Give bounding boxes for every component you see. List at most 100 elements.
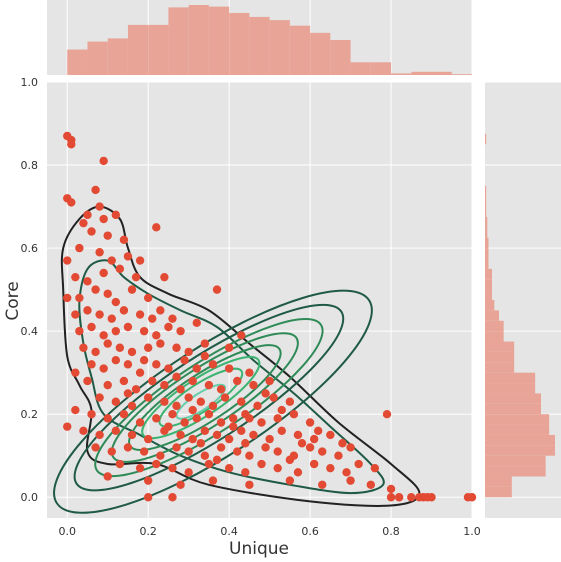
scatter-point	[111, 297, 121, 307]
scatter-point	[407, 493, 416, 502]
scatter-point	[83, 210, 92, 220]
right-hist-bar	[485, 414, 550, 425]
scatter-point	[99, 331, 108, 340]
scatter-point	[228, 422, 238, 431]
scatter-point	[107, 256, 116, 265]
x-tick-label: 0.4	[220, 525, 238, 538]
top-hist-bar	[370, 62, 392, 75]
scatter-point	[200, 426, 210, 435]
scatter-point	[326, 463, 335, 473]
scatter-point	[257, 418, 266, 427]
scatter-point	[467, 493, 477, 502]
y-tick-label: 1.0	[21, 76, 39, 89]
scatter-point	[200, 451, 210, 460]
scatter-point	[127, 401, 137, 411]
scatter-point	[172, 443, 181, 452]
x-tick-label: 0.8	[382, 525, 400, 538]
scatter-point	[188, 376, 197, 386]
scatter-point	[188, 405, 197, 415]
scatter-point	[237, 426, 246, 435]
scatter-point	[135, 310, 145, 319]
scatter-point	[103, 472, 112, 481]
scatter-point	[143, 393, 153, 402]
scatter-point	[123, 252, 133, 261]
scatter-point	[75, 326, 84, 336]
scatter-point	[273, 463, 282, 473]
scatter-point	[115, 343, 125, 352]
scatter-point	[127, 285, 137, 294]
right-hist-bar	[485, 300, 495, 311]
top-hist-bar	[451, 74, 472, 75]
scatter-point	[123, 389, 133, 398]
scatter-point	[111, 326, 121, 336]
scatter-point	[293, 430, 303, 440]
right-hist-bar	[485, 206, 487, 217]
scatter-point	[139, 356, 149, 365]
scatter-point	[342, 468, 351, 477]
top-hist-bar	[350, 62, 371, 75]
scatter-point	[192, 318, 201, 328]
scatter-point	[196, 439, 206, 448]
right-hist-bar	[485, 268, 492, 280]
scatter-point	[261, 389, 270, 398]
scatter-point	[87, 360, 96, 369]
scatter-point	[119, 306, 129, 315]
x-tick-label: 1.0	[463, 525, 481, 538]
scatter-point	[233, 376, 242, 386]
scatter-point	[326, 430, 335, 440]
scatter-point	[87, 322, 96, 332]
scatter-point	[200, 351, 210, 361]
scatter-point	[135, 418, 145, 427]
y-tick-label: 0.8	[21, 159, 39, 172]
scatter-point	[107, 314, 116, 323]
scatter-point	[285, 397, 295, 406]
scatter-point	[253, 401, 262, 411]
scatter-point	[212, 285, 222, 294]
top-hist-bar	[431, 71, 452, 75]
right-hist-bar	[485, 393, 541, 404]
top-hist-bar	[208, 6, 230, 75]
scatter-point	[386, 484, 396, 494]
scatter-point	[261, 443, 270, 452]
scatter-point	[135, 463, 145, 473]
scatter-point	[233, 447, 242, 456]
right-marginal-histogram	[485, 81, 561, 518]
scatter-point	[111, 210, 121, 220]
scatter-point	[172, 401, 181, 411]
scatter-point	[338, 439, 347, 448]
right-hist-bar	[485, 362, 515, 373]
scatter-point	[309, 434, 319, 444]
top-hist-bar	[249, 16, 270, 76]
scatter-point	[216, 418, 226, 427]
scatter-point	[168, 314, 177, 323]
top-hist-bar	[148, 24, 169, 75]
x-tick-label: 0.0	[58, 525, 76, 538]
right-hist-bar	[485, 248, 489, 259]
scatter-point	[111, 397, 121, 406]
scatter-point	[91, 347, 100, 357]
scatter-point	[168, 463, 177, 473]
scatter-point	[143, 434, 153, 444]
top-marginal-histogram	[47, 0, 473, 76]
y-tick-label: 0.0	[21, 491, 39, 504]
scatter-point	[245, 414, 254, 423]
scatter-point	[204, 459, 214, 469]
right-hist-bar	[485, 434, 555, 446]
top-hist-bar	[391, 73, 412, 75]
scatter-point	[103, 339, 112, 348]
scatter-point	[79, 218, 88, 228]
scatter-point	[152, 360, 161, 369]
scatter-point	[103, 380, 112, 390]
x-tick-label: 0.6	[301, 525, 319, 538]
right-hist-bar	[485, 331, 504, 342]
scatter-point	[99, 156, 108, 166]
scatter-point	[99, 364, 108, 373]
right-hist-bar	[485, 403, 541, 415]
scatter-point	[192, 364, 201, 373]
scatter-point	[386, 493, 396, 502]
density-contour-outer	[60, 205, 421, 507]
scatter-point	[107, 447, 116, 456]
scatter-point	[176, 385, 185, 394]
scatter-point	[95, 202, 104, 211]
